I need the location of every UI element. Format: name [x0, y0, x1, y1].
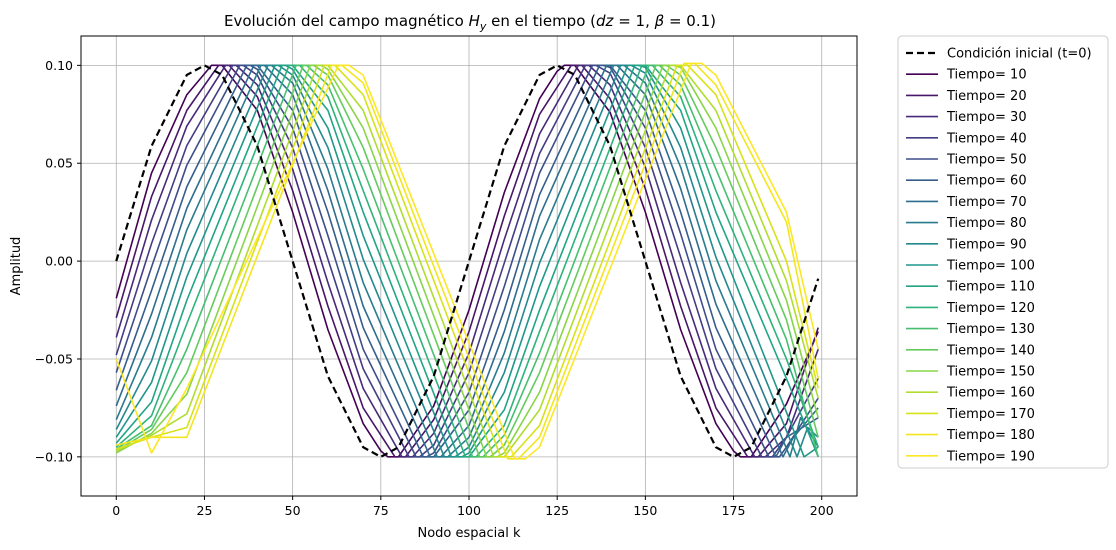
legend-label: Tiempo= 60 [946, 174, 1027, 189]
legend-box [897, 35, 1109, 469]
legend-label: Tiempo= 20 [946, 89, 1027, 104]
series-line-tiempo-190 [115, 62, 819, 460]
series-line-tiempo-10 [115, 64, 819, 458]
y-tick-label: −0.10 [35, 449, 73, 464]
x-tick-label: 25 [197, 503, 213, 518]
title-var-sub: y [479, 20, 487, 33]
legend-label: Tiempo= 190 [946, 449, 1035, 464]
series-line-tiempo-160 [115, 64, 819, 458]
legend-items: Condición inicial (t=0) Tiempo= 10 Tiempo=… [906, 47, 1092, 464]
y-axis-ticks: −0.10 −0.05 0.00 0.05 0.10 [35, 58, 81, 464]
series-lines [115, 62, 820, 460]
series-line-tiempo-170 [116, 64, 819, 458]
legend-label: Tiempo= 40 [946, 131, 1027, 146]
legend-label: Tiempo= 180 [946, 428, 1035, 443]
title-var-main: H [469, 12, 480, 30]
title-param-beta: β [654, 12, 665, 30]
legend-label: Tiempo= 160 [946, 386, 1035, 401]
series-line-tiempo-70 [115, 64, 819, 458]
y-tick-label: 0.10 [45, 58, 73, 73]
y-tick-label: 0.00 [45, 254, 73, 269]
x-tick-label: 125 [545, 503, 569, 518]
legend-label: Tiempo= 30 [946, 110, 1027, 125]
x-tick-label: 50 [285, 503, 301, 518]
chart-title: Evolución del campo magnético Hy en el t… [224, 12, 716, 33]
x-tick-label: 75 [373, 503, 389, 518]
legend-label: Condición inicial (t=0) [947, 47, 1092, 62]
series-line-initial-condition [115, 64, 820, 459]
legend-label: Tiempo= 80 [946, 216, 1027, 231]
x-tick-label: 175 [722, 503, 746, 518]
x-tick-label: 0 [112, 503, 120, 518]
legend-label: Tiempo= 100 [946, 259, 1035, 274]
legend-label: Tiempo= 170 [946, 407, 1035, 422]
legend-label: Tiempo= 50 [946, 153, 1027, 168]
x-axis-label: Nodo espacial k [417, 526, 520, 541]
legend-label: Tiempo= 110 [946, 280, 1035, 295]
title-prefix: Evolución del campo magnético [224, 12, 469, 30]
y-tick-label: 0.05 [45, 156, 73, 171]
y-tick-label: −0.05 [35, 351, 73, 366]
x-tick-label: 150 [633, 503, 657, 518]
title-param-beta-value: = 0.1) [664, 12, 716, 30]
legend: Condición inicial (t=0) Tiempo= 10 Tiempo=… [897, 35, 1109, 469]
title-mid: en el tiempo ( [486, 12, 596, 30]
legend-label: Tiempo= 10 [946, 68, 1027, 83]
legend-label: Tiempo= 150 [946, 365, 1035, 380]
x-tick-label: 200 [810, 503, 834, 518]
x-tick-label: 100 [457, 503, 481, 518]
legend-label: Tiempo= 120 [946, 301, 1035, 316]
series-line-tiempo-80 [115, 64, 819, 458]
x-axis-ticks: 0 25 50 75 100 125 150 175 200 [112, 496, 834, 518]
legend-label: Tiempo= 70 [946, 195, 1027, 210]
title-param-dz-value: = 1, [613, 12, 654, 30]
legend-label: Tiempo= 90 [946, 237, 1027, 252]
legend-label: Tiempo= 130 [946, 322, 1035, 337]
legend-label: Tiempo= 140 [946, 343, 1035, 358]
series-line-tiempo-180 [116, 62, 819, 460]
title-param-dz: dz [596, 12, 615, 30]
y-axis-label: Amplitud [9, 237, 24, 296]
